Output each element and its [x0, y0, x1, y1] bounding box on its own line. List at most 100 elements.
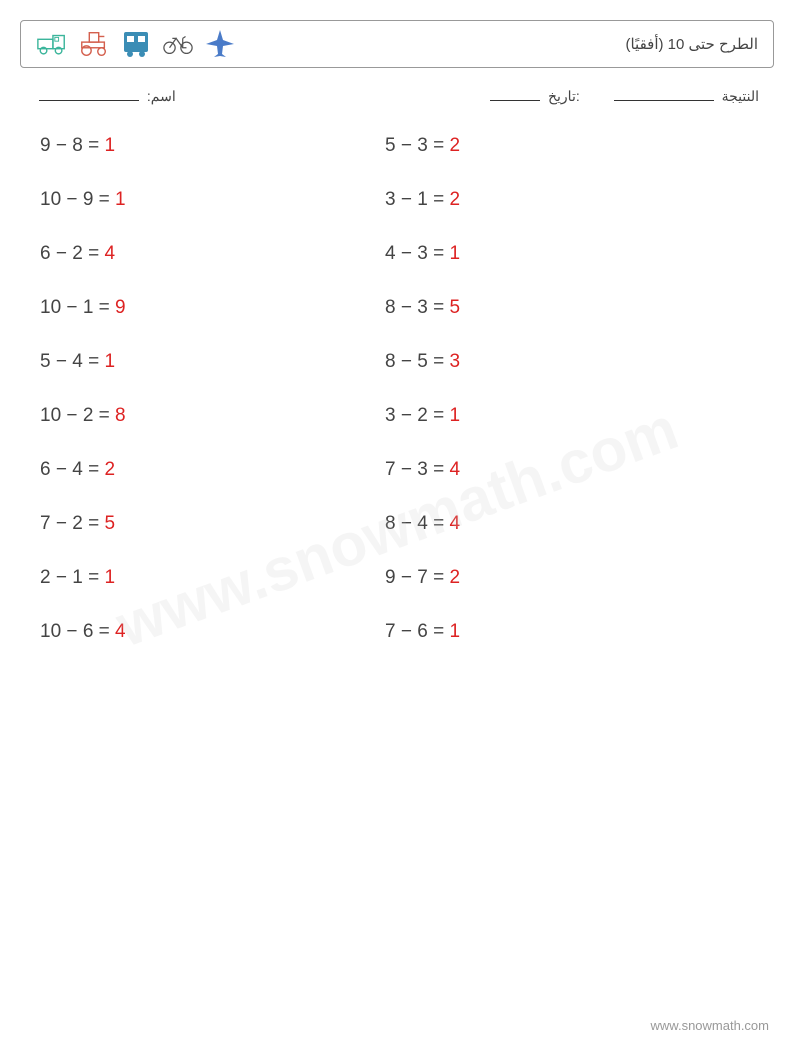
info-row: اسم: النتيجة :تاريخ	[20, 88, 774, 105]
name-blank	[39, 100, 139, 101]
problem-row: 5 − 3 = 2	[385, 135, 754, 157]
operand-a: 9	[385, 567, 396, 588]
problem-row: 3 − 1 = 2	[385, 189, 754, 211]
airplane-icon	[204, 29, 236, 59]
problem-row: 10 − 9 = 1	[40, 189, 385, 211]
date-blank	[490, 100, 540, 101]
right-column: 5 − 3 = 2 3 − 1 = 2 4 − 3 = 1 8 − 3 = 5 …	[385, 135, 754, 643]
answer: 1	[104, 567, 115, 588]
operator: −	[401, 459, 412, 480]
answer: 2	[449, 189, 460, 210]
operator: −	[56, 135, 67, 156]
answer: 5	[104, 513, 115, 534]
footer-url: www.snowmath.com	[651, 1018, 769, 1033]
operator: −	[401, 405, 412, 426]
answer: 2	[449, 135, 460, 156]
operand-b: 1	[72, 567, 83, 588]
operand-b: 5	[417, 351, 428, 372]
answer: 4	[449, 513, 460, 534]
operand-b: 6	[83, 621, 94, 642]
problem-row: 9 − 8 = 1	[40, 135, 385, 157]
problem-row: 7 − 3 = 4	[385, 459, 754, 481]
operator: −	[401, 297, 412, 318]
answer: 3	[449, 351, 460, 372]
answer: 1	[104, 135, 115, 156]
answer: 2	[104, 459, 115, 480]
answer: 8	[115, 405, 126, 426]
operand-a: 10	[40, 621, 61, 642]
problem-row: 8 − 4 = 4	[385, 513, 754, 535]
date-group: :تاريخ	[486, 88, 580, 105]
name-field-group: اسم:	[35, 88, 176, 105]
operator: −	[401, 351, 412, 372]
operand-b: 2	[83, 405, 94, 426]
score-date-group: النتيجة :تاريخ	[486, 88, 759, 105]
answer: 2	[449, 567, 460, 588]
problem-row: 10 − 6 = 4	[40, 621, 385, 643]
answer: 5	[449, 297, 460, 318]
operator: −	[66, 189, 77, 210]
answer: 1	[449, 243, 460, 264]
operand-a: 5	[40, 351, 51, 372]
problem-row: 7 − 6 = 1	[385, 621, 754, 643]
answer: 1	[449, 621, 460, 642]
operand-b: 4	[72, 459, 83, 480]
operator: −	[56, 513, 67, 534]
header-box: الطرح حتى 10 (أفقيًا)	[20, 20, 774, 68]
operand-b: 8	[72, 135, 83, 156]
operator: −	[56, 243, 67, 264]
problem-row: 2 − 1 = 1	[40, 567, 385, 589]
operand-a: 6	[40, 243, 51, 264]
answer: 1	[104, 351, 115, 372]
problem-row: 6 − 4 = 2	[40, 459, 385, 481]
operand-b: 3	[417, 297, 428, 318]
operand-b: 1	[417, 189, 428, 210]
operator: −	[66, 405, 77, 426]
answer: 4	[115, 621, 126, 642]
problem-row: 6 − 2 = 4	[40, 243, 385, 265]
operator: −	[401, 567, 412, 588]
bus-icon	[120, 29, 152, 59]
operand-b: 2	[72, 243, 83, 264]
operator: −	[401, 513, 412, 534]
operator: −	[66, 621, 77, 642]
operand-b: 4	[417, 513, 428, 534]
operand-b: 2	[72, 513, 83, 534]
operand-b: 1	[83, 297, 94, 318]
operand-a: 7	[40, 513, 51, 534]
operand-a: 3	[385, 405, 396, 426]
operand-a: 2	[40, 567, 51, 588]
operator: −	[56, 351, 67, 372]
operand-a: 7	[385, 459, 396, 480]
operand-b: 3	[417, 243, 428, 264]
operator: −	[401, 621, 412, 642]
operand-a: 10	[40, 297, 61, 318]
operator: −	[401, 189, 412, 210]
operand-a: 9	[40, 135, 51, 156]
icons-row	[36, 29, 236, 59]
problem-row: 7 − 2 = 5	[40, 513, 385, 535]
problems-container: 9 − 8 = 1 10 − 9 = 1 6 − 2 = 4 10 − 1 = …	[20, 135, 774, 643]
operator: −	[66, 297, 77, 318]
operator: −	[401, 135, 412, 156]
answer: 1	[115, 189, 126, 210]
operand-b: 4	[72, 351, 83, 372]
score-label: النتيجة	[722, 88, 759, 104]
bicycle-icon	[162, 29, 194, 59]
operand-b: 7	[417, 567, 428, 588]
operand-a: 4	[385, 243, 396, 264]
answer: 1	[449, 405, 460, 426]
operand-b: 3	[417, 459, 428, 480]
problem-row: 9 − 7 = 2	[385, 567, 754, 589]
tractor-icon	[78, 29, 110, 59]
score-group: النتيجة	[610, 88, 759, 105]
operand-b: 6	[417, 621, 428, 642]
operator: −	[401, 243, 412, 264]
answer: 4	[104, 243, 115, 264]
operand-a: 8	[385, 297, 396, 318]
operand-a: 7	[385, 621, 396, 642]
problem-row: 3 − 2 = 1	[385, 405, 754, 427]
operand-a: 8	[385, 513, 396, 534]
date-label: :تاريخ	[548, 88, 580, 104]
problem-row: 5 − 4 = 1	[40, 351, 385, 373]
